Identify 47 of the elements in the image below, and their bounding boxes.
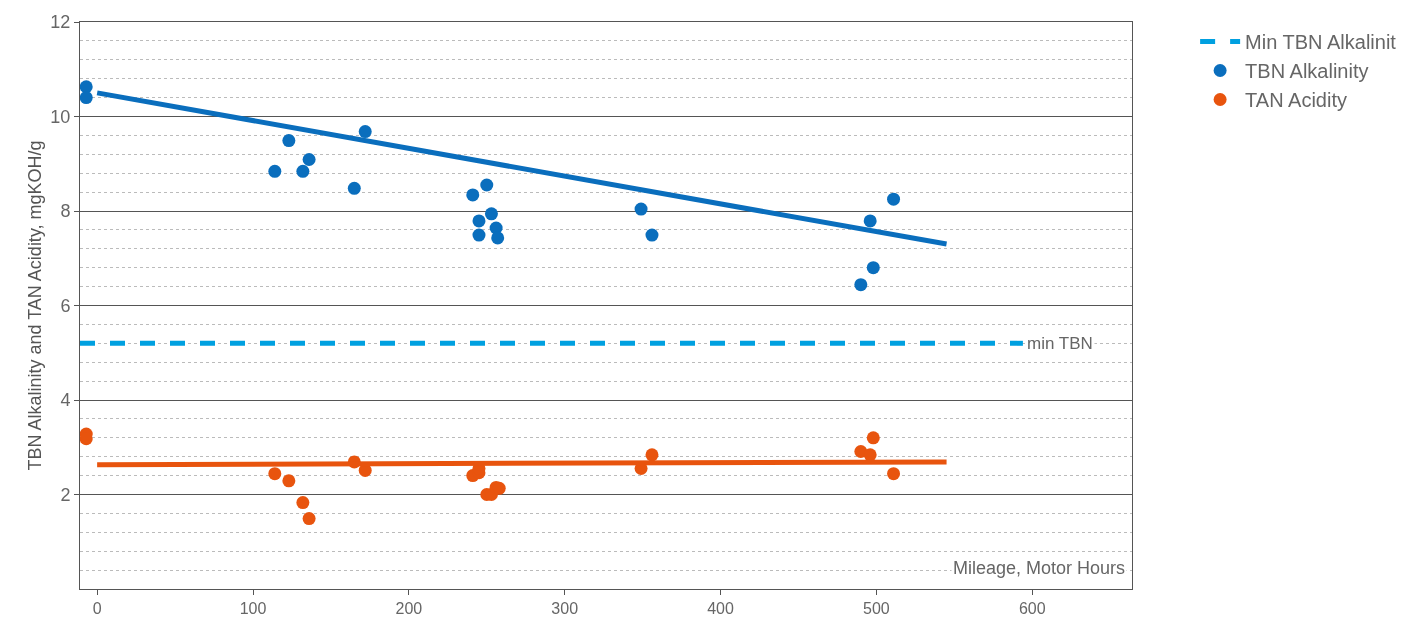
- point: [80, 91, 93, 105]
- point: [854, 278, 868, 292]
- point: [296, 496, 310, 510]
- point: [645, 228, 659, 242]
- point: [472, 228, 486, 242]
- point: [302, 512, 316, 526]
- x-tick-label: 400: [707, 600, 734, 618]
- point: [282, 134, 296, 148]
- point: [866, 431, 880, 445]
- y-tick-label: 2: [60, 484, 71, 505]
- point: [645, 448, 659, 462]
- x-tick-label: 600: [1018, 600, 1046, 618]
- point: [887, 467, 901, 481]
- y-tick-label: 4: [60, 390, 71, 411]
- point: [80, 80, 93, 94]
- point: [866, 261, 880, 275]
- point: [268, 164, 282, 178]
- point: [296, 164, 310, 178]
- point: [634, 202, 648, 216]
- y-tick-label: 8: [60, 201, 71, 222]
- point: [491, 231, 505, 245]
- point: [887, 192, 901, 206]
- y-axis-title: TBN Alkalinity and TAN Acidity, mgKOH/g: [24, 140, 45, 471]
- point: [358, 125, 372, 139]
- point: [268, 467, 282, 481]
- y-tick-label: 10: [50, 106, 71, 127]
- point: [472, 214, 486, 228]
- legend-label: TBN Alkalinity: [1245, 60, 1369, 83]
- point: [466, 188, 480, 202]
- x-tick-label: 500: [863, 600, 890, 618]
- legend-label: TAN Acidity: [1245, 89, 1347, 112]
- point: [302, 153, 316, 166]
- x-axis-title: Mileage, Motor Hours: [953, 558, 1126, 578]
- x-tick-label: 300: [551, 600, 579, 618]
- legend-label: Min TBN Alkalinit: [1245, 31, 1397, 54]
- x-tick-label: 100: [239, 600, 267, 618]
- y-tick-label: 6: [60, 295, 71, 316]
- point: [484, 207, 498, 221]
- x-tick-label: 0: [92, 600, 102, 618]
- point: [863, 448, 877, 462]
- point: [347, 181, 361, 195]
- point: [480, 178, 494, 192]
- y-tick-label: 12: [50, 12, 71, 33]
- x-tick-label: 200: [395, 600, 423, 618]
- annotation: min TBN: [1027, 334, 1093, 353]
- point: [863, 214, 877, 228]
- point: [282, 474, 296, 488]
